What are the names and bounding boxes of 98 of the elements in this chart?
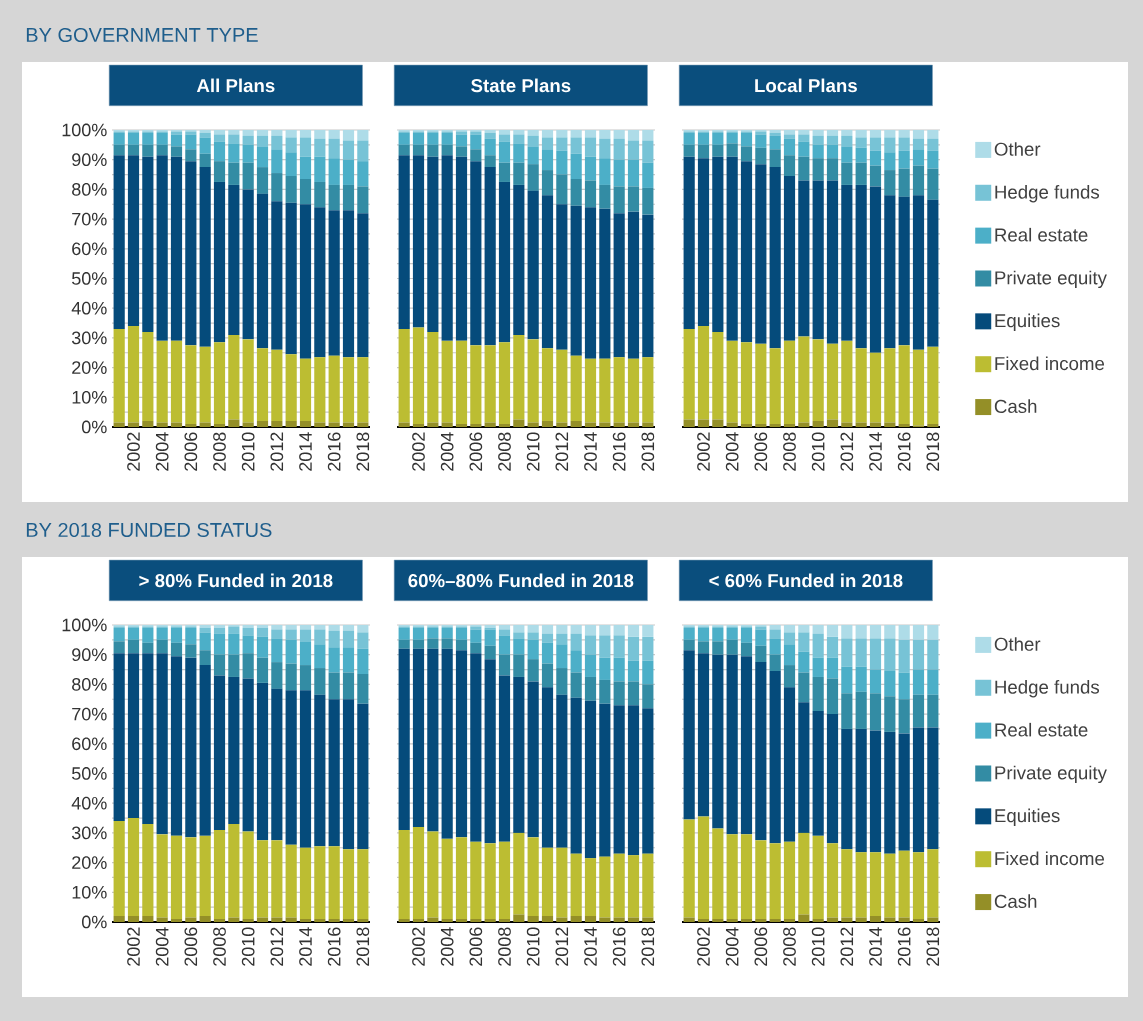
x-tick-label: 2010 xyxy=(811,927,825,966)
x-tick-label: 2010 xyxy=(241,432,255,471)
y-tick-label: 40% xyxy=(71,301,107,315)
x-tick-label: 2008 xyxy=(213,432,226,471)
x-tick-label: 2002 xyxy=(127,927,140,966)
chart-title: All Plans xyxy=(196,78,275,93)
x-tick-label: 2016 xyxy=(897,432,911,471)
y-tick-label: 30% xyxy=(71,826,107,840)
chart-title: > 80% Funded in 2018 xyxy=(139,573,333,588)
x-tick-label: 2016 xyxy=(612,432,626,471)
legend-label: Hedge funds xyxy=(995,680,1100,698)
x-tick-label: 2004 xyxy=(155,927,169,966)
y-tick-label: 100% xyxy=(62,618,107,632)
x-tick-label: 2016 xyxy=(327,927,341,966)
x-tick-label: 2014 xyxy=(299,927,312,966)
chart-title: Local Plans xyxy=(755,78,857,93)
x-tick-label: 2012 xyxy=(840,927,854,966)
x-tick-label: 2004 xyxy=(440,927,454,966)
legend-label: Other xyxy=(994,142,1041,156)
y-tick-label: 60% xyxy=(72,242,107,256)
y-tick-label: 80% xyxy=(72,183,107,196)
y-tick-label: 90% xyxy=(72,153,107,167)
legend-label: Other xyxy=(994,637,1041,651)
x-tick-label: 2006 xyxy=(469,927,483,966)
legend-label: Fixed income xyxy=(995,851,1105,866)
y-tick-label: 80% xyxy=(72,678,107,691)
x-tick-label: 2008 xyxy=(783,927,796,966)
text: BY GOVERNMENT TYPE xyxy=(26,27,258,43)
x-tick-label: 2008 xyxy=(783,432,796,471)
x-tick-label: 2002 xyxy=(127,432,140,471)
y-tick-label: 20% xyxy=(72,856,107,869)
x-tick-label: 2014 xyxy=(299,432,312,471)
legend-label: Equities xyxy=(995,808,1060,826)
x-tick-label: 2014 xyxy=(584,432,597,471)
legend-label: Fixed income xyxy=(995,356,1105,371)
x-tick-label: 2008 xyxy=(498,927,511,966)
x-tick-label: 2008 xyxy=(498,432,511,471)
x-tick-label: 2012 xyxy=(270,927,284,966)
x-tick-label: 2018 xyxy=(641,927,655,966)
x-tick-label: 2006 xyxy=(754,432,768,471)
chart-title: State Plans xyxy=(471,78,571,93)
x-tick-label: 2010 xyxy=(526,432,540,471)
x-tick-label: 2006 xyxy=(469,432,483,471)
y-tick-label: 0% xyxy=(81,915,107,929)
x-tick-label: 2016 xyxy=(897,927,911,966)
text: BY 2018 FUNDED STATUS xyxy=(26,522,272,538)
y-tick-label: 50% xyxy=(71,767,107,780)
x-tick-label: 2016 xyxy=(327,432,341,471)
x-tick-label: 2012 xyxy=(555,927,569,966)
x-tick-label: 2004 xyxy=(155,432,169,471)
x-tick-label: 2016 xyxy=(612,927,626,966)
x-tick-label: 2006 xyxy=(184,927,198,966)
x-tick-label: 2004 xyxy=(440,432,454,471)
x-tick-label: 2012 xyxy=(840,432,854,471)
x-tick-label: 2002 xyxy=(697,927,710,966)
x-tick-label: 2014 xyxy=(869,927,882,966)
x-tick-label: 2002 xyxy=(697,432,710,471)
x-tick-label: 2018 xyxy=(641,432,655,471)
chart-title: 60%–80% Funded in 2018 xyxy=(408,573,634,588)
x-tick-label: 2014 xyxy=(869,432,882,471)
y-tick-label: 50% xyxy=(71,272,107,285)
y-tick-label: 10% xyxy=(72,885,107,899)
x-tick-label: 2004 xyxy=(725,432,739,471)
legend-label: Real estate xyxy=(995,722,1088,737)
y-tick-label: 30% xyxy=(71,331,107,345)
y-tick-label: 60% xyxy=(72,737,107,751)
y-tick-label: 0% xyxy=(81,420,107,434)
x-tick-label: 2010 xyxy=(241,927,255,966)
y-tick-label: 20% xyxy=(72,361,107,374)
x-tick-label: 2012 xyxy=(270,432,284,471)
x-tick-label: 2018 xyxy=(926,432,940,471)
x-tick-label: 2006 xyxy=(754,927,768,966)
legend-label: Cash xyxy=(994,399,1037,414)
legend-label: Cash xyxy=(994,894,1037,909)
chart-title: < 60% Funded in 2018 xyxy=(709,573,903,588)
x-tick-label: 2006 xyxy=(184,432,198,471)
x-tick-label: 2002 xyxy=(412,927,425,966)
x-tick-label: 2010 xyxy=(526,927,540,966)
legend-label: Hedge funds xyxy=(995,185,1100,203)
legend-label: Private equity xyxy=(995,270,1107,289)
x-tick-label: 2002 xyxy=(412,432,425,471)
x-tick-label: 2018 xyxy=(356,927,370,966)
x-tick-label: 2014 xyxy=(584,927,597,966)
y-tick-label: 70% xyxy=(72,707,107,721)
legend-label: Equities xyxy=(995,313,1060,331)
x-tick-label: 2004 xyxy=(725,927,739,966)
y-tick-label: 40% xyxy=(71,796,107,810)
y-tick-label: 100% xyxy=(62,123,107,137)
x-tick-label: 2018 xyxy=(926,927,940,966)
y-tick-label: 70% xyxy=(72,212,107,226)
y-tick-label: 90% xyxy=(72,648,107,662)
x-tick-label: 2010 xyxy=(811,432,825,471)
x-tick-label: 2018 xyxy=(356,432,370,471)
x-tick-label: 2012 xyxy=(555,432,569,471)
legend-label: Private equity xyxy=(995,765,1107,784)
y-tick-label: 10% xyxy=(72,390,107,404)
x-tick-label: 2008 xyxy=(213,927,226,966)
legend-label: Real estate xyxy=(995,227,1088,242)
